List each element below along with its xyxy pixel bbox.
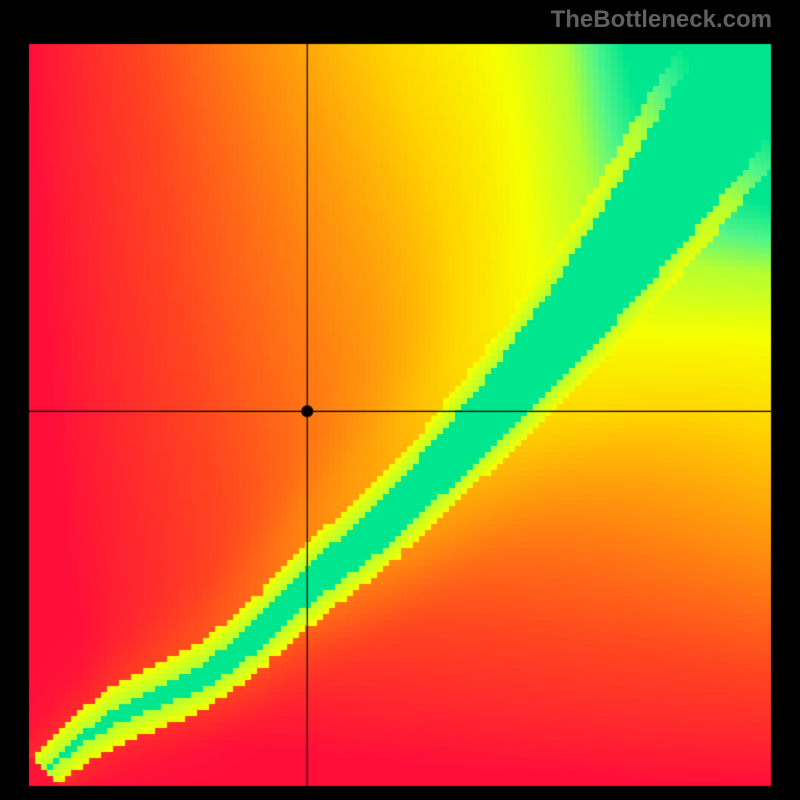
watermark-text: TheBottleneck.com [551,6,772,34]
bottleneck-heatmap [0,0,800,800]
